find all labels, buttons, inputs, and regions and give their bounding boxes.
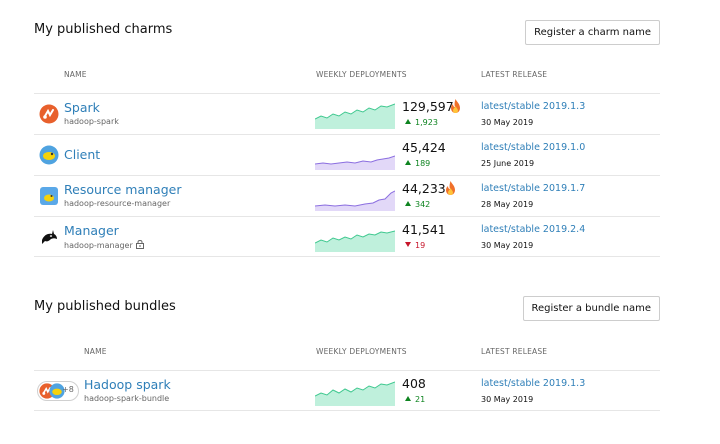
charm-package: hadoop-spark bbox=[64, 117, 119, 126]
release-date: 28 May 2019 bbox=[481, 200, 534, 209]
register-bundle-button[interactable]: Register a bundle name bbox=[522, 296, 660, 321]
weekly-delta: 1,923 bbox=[405, 118, 438, 127]
release-date: 30 May 2019 bbox=[481, 395, 534, 404]
fire-icon bbox=[451, 99, 460, 113]
lock-icon bbox=[135, 240, 144, 249]
weekly-count: 45,424 bbox=[402, 140, 446, 155]
charm-name-link[interactable]: Manager bbox=[64, 223, 119, 238]
bundles-col-deployments: WEEKLY DEPLOYMENTS bbox=[316, 347, 407, 356]
trend-down-icon bbox=[405, 242, 411, 247]
latest-release-link[interactable]: latest/stable 2019.1.7 bbox=[481, 183, 586, 194]
release-date: 30 May 2019 bbox=[481, 241, 534, 250]
weekly-count: 408 bbox=[402, 376, 426, 391]
weekly-count: 129,597 bbox=[402, 99, 454, 114]
bundles-col-release: LATEST RELEASE bbox=[481, 347, 548, 356]
charms-col-deployments: WEEKLY DEPLOYMENTS bbox=[316, 70, 407, 79]
bundles-section-title: My published bundles bbox=[34, 299, 176, 314]
latest-release-link[interactable]: latest/stable 2019.1.3 bbox=[481, 101, 586, 112]
more-charms-count: +8 bbox=[62, 385, 74, 394]
release-date: 30 May 2019 bbox=[481, 118, 534, 127]
charm-row: Manager hadoop-manager 41,541 19 latest/… bbox=[34, 216, 660, 257]
charm-row: Client 45,424 189 latest/stable 2019.1.0… bbox=[34, 134, 660, 175]
release-date: 25 June 2019 bbox=[481, 159, 535, 168]
weekly-delta: 189 bbox=[405, 159, 430, 168]
charm-package: hadoop-manager bbox=[64, 240, 144, 250]
weekly-count: 41,541 bbox=[402, 222, 446, 237]
charm-name-link[interactable]: Resource manager bbox=[64, 182, 182, 197]
spark-icon bbox=[39, 104, 59, 124]
trend-up-icon bbox=[405, 201, 411, 206]
bundles-col-name: NAME bbox=[84, 347, 107, 356]
bundle-icon-group: +8 bbox=[37, 381, 79, 401]
charm-package: hadoop-resource-manager bbox=[64, 199, 171, 208]
trend-up-icon bbox=[405, 160, 411, 165]
bundle-row: +8 Hadoop spark hadoop-spark-bundle 408 … bbox=[34, 370, 660, 411]
latest-release-link[interactable]: latest/stable 2019.1.3 bbox=[481, 378, 586, 389]
resource-manager-icon bbox=[40, 187, 58, 205]
fire-icon bbox=[446, 181, 455, 195]
charm-row: Resource manager hadoop-resource-manager… bbox=[34, 175, 660, 216]
weekly-delta: 342 bbox=[405, 200, 430, 209]
latest-release-link[interactable]: latest/stable 2019.2.4 bbox=[481, 224, 586, 235]
charms-section-title: My published charms bbox=[34, 22, 173, 37]
weekly-delta: 21 bbox=[405, 395, 425, 404]
trend-up-icon bbox=[405, 119, 411, 124]
weekly-delta: 19 bbox=[405, 241, 425, 250]
deployment-sparkline bbox=[315, 103, 395, 129]
bundle-name-link[interactable]: Hadoop spark bbox=[84, 377, 171, 392]
deployment-sparkline bbox=[315, 155, 395, 170]
charm-row: Spark hadoop-spark 129,597 1,923 latest/… bbox=[34, 93, 660, 134]
trend-up-icon bbox=[405, 396, 411, 401]
charm-name-link[interactable]: Spark bbox=[64, 100, 100, 115]
weekly-count: 44,233 bbox=[402, 181, 446, 196]
charms-col-release: LATEST RELEASE bbox=[481, 70, 548, 79]
deployment-sparkline bbox=[315, 230, 395, 252]
latest-release-link[interactable]: latest/stable 2019.1.0 bbox=[481, 142, 586, 153]
client-icon bbox=[49, 383, 65, 399]
bundle-package: hadoop-spark-bundle bbox=[84, 394, 170, 403]
client-icon bbox=[39, 145, 59, 165]
orca-icon bbox=[42, 230, 57, 244]
register-charm-button[interactable]: Register a charm name bbox=[525, 20, 660, 45]
deployment-sparkline bbox=[315, 381, 395, 406]
deployment-sparkline bbox=[315, 190, 395, 211]
charms-col-name: NAME bbox=[64, 70, 87, 79]
charm-name-link[interactable]: Client bbox=[64, 147, 101, 162]
